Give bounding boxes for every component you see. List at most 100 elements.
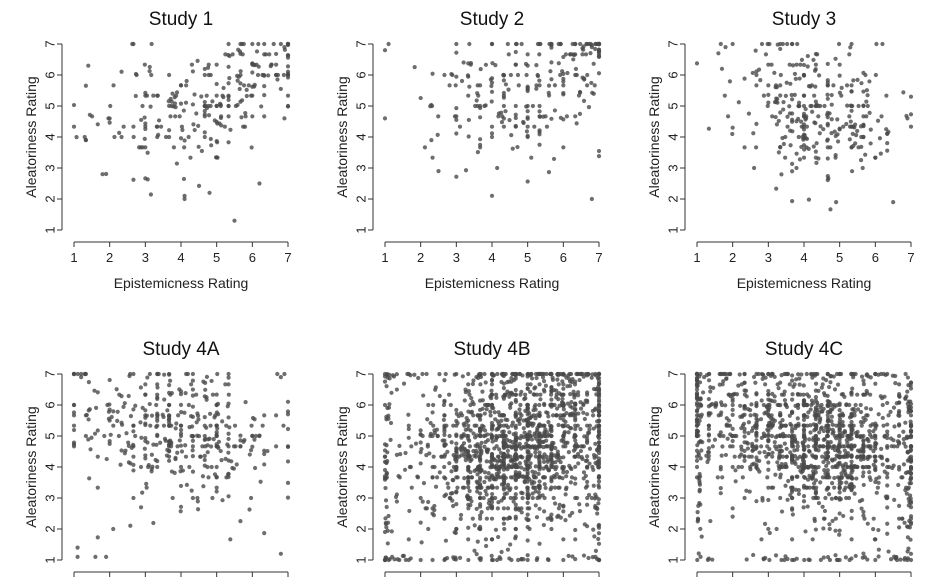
data-point (570, 510, 575, 516)
data-point (537, 431, 542, 436)
data-point (406, 426, 411, 432)
data-point (545, 516, 550, 521)
data-point (837, 511, 842, 516)
data-point (285, 480, 291, 485)
data-point (442, 443, 447, 448)
data-point (517, 461, 523, 466)
data-point (189, 382, 194, 387)
data-point (238, 519, 243, 524)
data-point (131, 407, 136, 412)
data-point (524, 441, 529, 446)
data-point (479, 451, 484, 456)
y-axis-label: Aleatoriness Rating (646, 406, 662, 527)
data-point (257, 433, 262, 439)
data-point (183, 443, 188, 448)
data-point (706, 450, 711, 455)
data-point (790, 397, 795, 402)
data-point (83, 433, 88, 439)
data-point (202, 423, 207, 428)
data-point (821, 437, 826, 442)
data-point (578, 427, 583, 432)
data-point (525, 412, 530, 417)
data-point (478, 495, 483, 501)
data-point (803, 436, 808, 441)
data-point (207, 436, 212, 441)
data-point (596, 429, 602, 434)
data-point (754, 121, 759, 126)
data-point (783, 155, 788, 160)
data-point (470, 516, 475, 521)
data-point (173, 114, 178, 119)
data-point (769, 433, 775, 439)
data-point (433, 484, 439, 489)
data-point (202, 99, 207, 105)
data-point (810, 401, 816, 406)
data-point (168, 378, 173, 383)
data-point (467, 444, 473, 449)
data-point (582, 416, 587, 422)
data-point (496, 465, 501, 470)
data-point (549, 77, 554, 82)
data-point (519, 41, 524, 47)
data-point (546, 414, 551, 419)
data-point (478, 66, 483, 72)
data-point (740, 414, 745, 419)
data-point (530, 103, 536, 109)
data-point (430, 155, 435, 160)
data-point (505, 425, 511, 430)
data-point (785, 41, 790, 47)
data-point (512, 372, 518, 377)
data-point (165, 447, 170, 452)
data-point (142, 115, 147, 120)
data-point (190, 414, 195, 419)
data-point (717, 382, 722, 387)
data-point (430, 511, 435, 516)
data-point (835, 117, 840, 122)
data-point (155, 382, 160, 387)
data-point (121, 404, 126, 410)
data-point (187, 464, 192, 470)
data-point (839, 471, 844, 476)
data-point (454, 74, 459, 79)
data-point (775, 460, 780, 465)
data-point (759, 444, 764, 449)
data-point (901, 429, 906, 434)
data-point (473, 454, 478, 459)
data-point (75, 554, 80, 560)
data-point (519, 413, 524, 418)
data-point (262, 83, 267, 89)
data-point (766, 388, 771, 394)
data-point (442, 516, 447, 521)
data-point (561, 76, 566, 81)
data-point (155, 392, 160, 397)
data-point (783, 464, 789, 469)
data-point (593, 441, 598, 446)
data-point (835, 445, 840, 451)
data-point (593, 46, 598, 52)
data-point (833, 553, 838, 558)
data-point (475, 489, 480, 494)
data-point (475, 472, 480, 477)
data-point (254, 49, 260, 54)
data-point (489, 433, 495, 439)
data-point (585, 412, 590, 417)
data-point (558, 413, 563, 418)
data-point (513, 507, 518, 512)
data-point (534, 392, 540, 397)
data-point (853, 553, 858, 559)
data-point (813, 121, 818, 126)
data-point (469, 395, 474, 401)
data-point (198, 454, 203, 459)
data-point (564, 474, 569, 479)
data-point (167, 402, 172, 408)
data-point (202, 66, 207, 72)
data-point (596, 536, 601, 542)
data-point (474, 448, 479, 453)
data-point (744, 488, 749, 493)
data-point (885, 505, 890, 510)
data-point (542, 495, 547, 501)
data-point (406, 537, 411, 542)
data-point (880, 462, 885, 467)
data-point (706, 556, 711, 561)
